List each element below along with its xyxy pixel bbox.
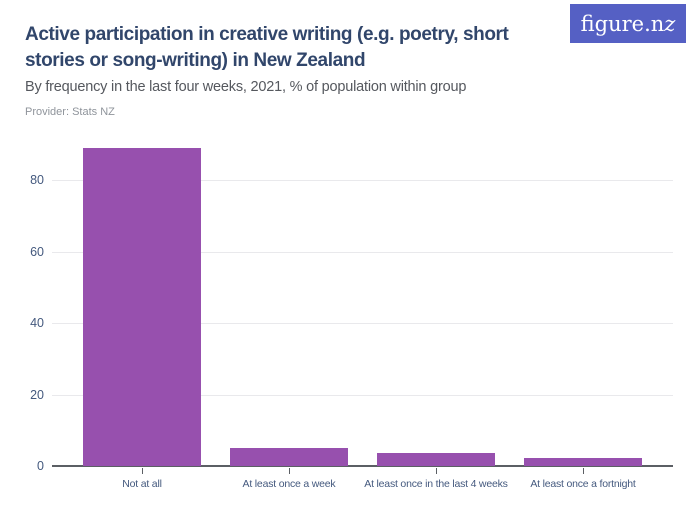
logo-text: figure.n bbox=[580, 11, 665, 36]
x-axis-line bbox=[52, 465, 673, 467]
chart-subtitle: By frequency in the last four weeks, 202… bbox=[25, 79, 467, 95]
x-axis-tick bbox=[436, 468, 437, 474]
figure-nz-logo[interactable]: figure.n z bbox=[570, 4, 686, 43]
x-axis-tick bbox=[583, 468, 584, 474]
y-axis-tick-label: 20 bbox=[30, 387, 44, 402]
y-axis-tick-label: 0 bbox=[37, 459, 44, 473]
bar-not-at-all[interactable] bbox=[83, 147, 201, 466]
x-axis-category-label: At least once a week bbox=[242, 478, 336, 490]
x-axis-tick bbox=[142, 468, 143, 474]
x-axis-category-label: At least once a fortnight bbox=[530, 478, 636, 490]
x-axis-category-label: At least once in the last 4 weeks bbox=[364, 478, 508, 490]
x-axis-tick bbox=[289, 468, 290, 474]
bar-at-least-once-in-the-last-4-weeks[interactable] bbox=[377, 453, 495, 466]
page-title: Active participation in creative writing… bbox=[25, 24, 509, 71]
bar-at-least-once-a-week[interactable] bbox=[230, 447, 348, 466]
provider-label: Provider: Stats NZ bbox=[25, 106, 115, 118]
logo-text-z: z bbox=[664, 11, 676, 36]
gridline-40 bbox=[52, 323, 673, 324]
gridline-60 bbox=[52, 251, 673, 253]
y-axis-tick-label: 80 bbox=[30, 173, 44, 187]
gridline-80 bbox=[52, 180, 673, 181]
bar-at-least-once-a-fortnight[interactable] bbox=[524, 458, 642, 466]
x-axis-category-label: Not at all bbox=[122, 478, 162, 490]
y-axis-tick-label: 40 bbox=[30, 316, 44, 330]
y-axis-tick-label: 60 bbox=[30, 244, 44, 259]
gridline-20 bbox=[52, 394, 673, 396]
